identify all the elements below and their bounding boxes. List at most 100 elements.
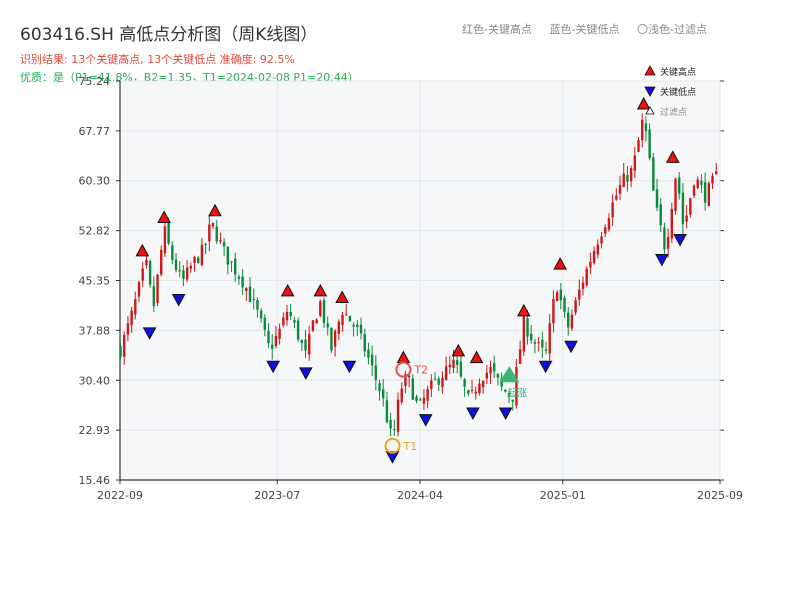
- candle-body: [123, 334, 126, 357]
- candle-body: [467, 390, 470, 394]
- start-rally-label: 起涨: [507, 387, 527, 399]
- y-tick-label: 45.35: [79, 275, 111, 288]
- candle-body: [541, 339, 544, 348]
- candle-body: [248, 286, 252, 302]
- candle-body: [563, 297, 566, 312]
- candle-body: [700, 180, 703, 185]
- candle-body: [507, 392, 511, 397]
- candle-body: [481, 381, 485, 388]
- candle-body: [644, 123, 648, 131]
- candle-body: [137, 282, 141, 297]
- key-high-marker: [516, 303, 531, 317]
- candle-body: [611, 202, 614, 218]
- candle-body: [544, 349, 548, 351]
- y-tick-label: 75.24: [79, 75, 111, 88]
- t2-label: T2: [413, 364, 428, 377]
- candle-body: [707, 183, 711, 206]
- y-tick-label: 52.82: [79, 225, 111, 238]
- candle-body: [200, 244, 204, 266]
- candle-body: [570, 314, 574, 329]
- candle-body: [271, 344, 274, 349]
- candle-body: [474, 391, 477, 394]
- candle-body: [193, 256, 196, 263]
- candle-body: [126, 323, 130, 335]
- t1-circle: [384, 437, 401, 454]
- key-low-marker: [171, 294, 186, 307]
- candle-body: [437, 378, 440, 385]
- candle-body: [326, 323, 329, 328]
- candle-body: [304, 339, 307, 351]
- candle-body: [685, 215, 688, 222]
- candle-body: [400, 388, 403, 403]
- candle-body: [182, 270, 185, 279]
- candle-body: [404, 374, 407, 386]
- candle-body: [119, 346, 122, 357]
- key-low-marker: [342, 360, 357, 374]
- x-tick-label: 2024-04: [397, 489, 443, 502]
- candle-body: [537, 342, 540, 344]
- candle-body: [504, 389, 507, 392]
- candle-body: [263, 317, 267, 330]
- candle-body: [615, 195, 618, 200]
- candle-body: [300, 340, 304, 343]
- x-tick-label: 2022-09: [97, 489, 143, 502]
- candle-body: [333, 330, 337, 347]
- candle-body: [626, 175, 629, 182]
- legend-low-icon: [644, 86, 656, 97]
- candle-body: [222, 242, 226, 247]
- candle-body: [407, 375, 411, 378]
- key-high-marker: [280, 283, 295, 297]
- candle-body: [148, 261, 152, 285]
- result-summary: 识别结果: 13个关键高点, 13个关键低点 准确度: 92.5%: [20, 53, 295, 66]
- candle-body: [367, 349, 370, 358]
- candle-body: [274, 335, 278, 346]
- key-high-marker: [157, 210, 171, 223]
- candle-body: [470, 389, 474, 391]
- legend-blue-text: 蓝色-关键低点: [549, 23, 620, 36]
- candle-body: [156, 274, 159, 304]
- candle-body: [618, 185, 622, 194]
- candle-body: [496, 373, 500, 378]
- legend-low-label: 关键低点: [660, 86, 696, 98]
- candle-body: [385, 400, 389, 423]
- key-high-marker: [135, 243, 150, 257]
- candle-body: [648, 129, 651, 158]
- candle-body: [607, 218, 611, 230]
- candle-body: [452, 359, 455, 368]
- candle-body: [134, 298, 137, 315]
- candle-body: [278, 328, 281, 339]
- candle-body: [259, 310, 263, 319]
- t1-label: T1: [402, 440, 417, 453]
- candle-body: [478, 383, 481, 394]
- candle-body: [715, 171, 718, 175]
- candle-body: [663, 227, 666, 250]
- candle-body: [552, 298, 555, 324]
- legend-high-label: 关键高点: [660, 66, 696, 78]
- legend-high-icon: [644, 65, 656, 76]
- candle-body: [592, 250, 596, 264]
- candle-body: [337, 321, 341, 334]
- key-high-marker: [636, 96, 651, 110]
- candle-body: [330, 327, 333, 351]
- candle-body: [230, 261, 233, 263]
- candle-body: [382, 389, 385, 399]
- key-low-marker: [655, 253, 669, 267]
- candle-body: [219, 240, 222, 242]
- candle-body: [185, 267, 189, 280]
- candle-body: [234, 258, 237, 275]
- y-tick-label: 22.93: [79, 424, 111, 437]
- candle-body: [604, 227, 607, 234]
- candle-body: [448, 364, 452, 368]
- candle-body: [296, 320, 300, 340]
- candle-body: [345, 314, 348, 316]
- candle-body: [160, 249, 163, 275]
- key-high-marker: [553, 257, 567, 270]
- candle-body: [359, 324, 363, 334]
- candle-body: [515, 367, 518, 406]
- candle-body: [696, 179, 699, 188]
- candle-body: [171, 245, 174, 260]
- candle-body: [167, 222, 170, 244]
- candle-body: [426, 389, 429, 401]
- candle-body: [422, 397, 426, 404]
